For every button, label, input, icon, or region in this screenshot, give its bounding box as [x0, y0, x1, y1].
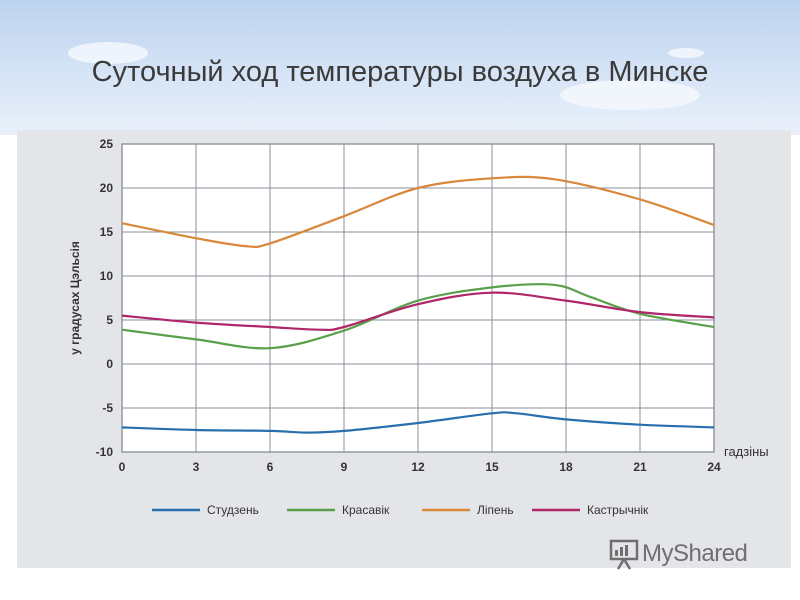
x-tick-label: 15 — [485, 460, 499, 474]
cloud-decoration — [68, 42, 148, 64]
watermark-text: MyShared — [642, 540, 748, 567]
legend-label: Ліпень — [477, 503, 514, 517]
series-line-4 — [121, 291, 715, 332]
y-tick-label: 10 — [100, 269, 114, 283]
y-tick-label: 0 — [106, 357, 113, 371]
x-tick-label: 21 — [633, 460, 647, 474]
x-tick-label: 9 — [341, 460, 348, 474]
x-tick-label: 18 — [559, 460, 573, 474]
y-tick-label: 25 — [100, 137, 114, 151]
line-chart: -10 -5 0 5 10 15 20 25 0 3 6 9 12 15 18 21 24 у градусах … — [68, 137, 769, 517]
x-tick-label: 3 — [193, 460, 200, 474]
series-line-1 — [121, 411, 715, 434]
sky-background — [0, 0, 800, 135]
y-tick-label: 15 — [100, 225, 114, 239]
x-tick-label: 24 — [707, 460, 721, 474]
legend-label: Кастрычнік — [587, 503, 649, 517]
slide-title: Суточный ход температуры воздуха в Минск… — [91, 56, 709, 88]
chart-panel: -10 -5 0 5 10 15 20 25 0 3 6 9 12 15 18 21 24 у градусах … — [17, 130, 791, 568]
series-line-3 — [121, 175, 715, 249]
y-tick-label: -10 — [96, 445, 114, 459]
y-axis-label: у градусах Цэльсія — [68, 241, 82, 355]
x-tick-label: 0 — [119, 460, 126, 474]
x-tick-label: 6 — [267, 460, 274, 474]
y-tick-label: -5 — [102, 401, 113, 415]
legend-label: Студзень — [207, 503, 259, 517]
watermark: MyShared — [608, 536, 778, 572]
x-tick-label: 12 — [411, 460, 425, 474]
cloud-decoration — [668, 48, 704, 58]
x-axis-label: гадзіны — [724, 444, 769, 459]
legend-label: Красавік — [342, 503, 390, 517]
cloud-decoration — [560, 80, 700, 110]
y-tick-label: 20 — [100, 181, 114, 195]
presentation-board-icon — [609, 539, 639, 570]
y-tick-label: 5 — [106, 313, 113, 327]
series-line-2 — [121, 283, 715, 350]
